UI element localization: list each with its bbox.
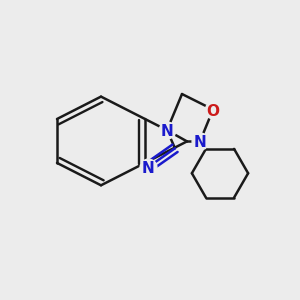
Text: N: N	[194, 135, 206, 150]
Text: N: N	[160, 124, 173, 139]
Text: O: O	[206, 103, 220, 118]
Text: N: N	[142, 161, 154, 176]
